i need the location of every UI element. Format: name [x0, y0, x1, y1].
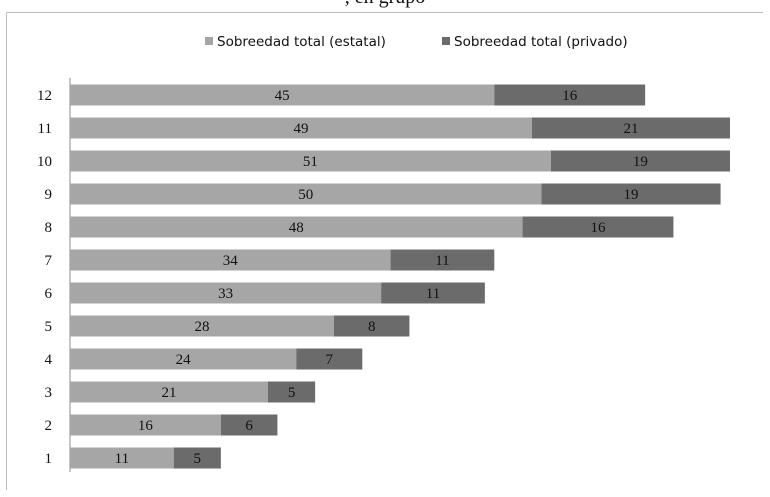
bar-estatal-1: [70, 447, 174, 469]
data-label-estatal-10: 51: [303, 154, 318, 170]
bar-privado-7: [390, 249, 495, 271]
category-label-12: 12: [37, 88, 52, 104]
category-label-4: 4: [45, 352, 53, 368]
category-label-7: 7: [45, 253, 53, 269]
chart-frame: [6, 12, 763, 490]
data-label-privado-4: 7: [326, 352, 334, 368]
legend-label-1: Sobreedad total (estatal): [217, 34, 386, 50]
category-label-9: 9: [45, 187, 53, 203]
category-label-10: 10: [37, 154, 52, 170]
data-label-privado-11: 21: [624, 121, 639, 137]
data-label-estatal-8: 48: [289, 220, 304, 236]
bar-privado-12: [494, 84, 646, 106]
data-label-privado-12: 16: [562, 88, 578, 104]
bar-privado-1: [173, 447, 221, 469]
bar-privado-11: [532, 117, 730, 139]
bar-privado-4: [296, 348, 363, 370]
legend-swatch-1: [205, 37, 213, 45]
category-label-1: 1: [45, 451, 53, 467]
bar-estatal-6: [70, 282, 382, 304]
category-label-5: 5: [45, 319, 53, 335]
bar-privado-6: [381, 282, 485, 304]
bar-privado-9: [541, 183, 721, 205]
header-partial-text: , en grupo: [0, 0, 770, 8]
data-label-estatal-3: 21: [162, 385, 177, 401]
data-label-privado-8: 16: [591, 220, 607, 236]
bar-privado-10: [550, 150, 730, 172]
bar-estatal-2: [70, 414, 221, 436]
data-label-estatal-1: 11: [115, 451, 129, 467]
bar-privado-5: [334, 315, 410, 337]
legend-swatch-2: [442, 37, 450, 45]
category-label-8: 8: [45, 220, 53, 236]
data-label-privado-2: 6: [245, 418, 253, 434]
data-label-estatal-2: 16: [138, 418, 154, 434]
bar-estatal-5: [70, 315, 334, 337]
bar-estatal-4: [70, 348, 297, 370]
bar-estatal-12: [70, 84, 495, 106]
data-label-estatal-11: 49: [294, 121, 309, 137]
data-label-privado-6: 11: [426, 286, 440, 302]
data-label-estatal-6: 33: [218, 286, 233, 302]
bar-privado-2: [220, 414, 278, 436]
data-label-privado-5: 8: [368, 319, 376, 335]
bar-estatal-3: [70, 381, 268, 403]
data-label-estatal-4: 24: [176, 352, 192, 368]
data-label-privado-3: 5: [288, 385, 296, 401]
category-label-2: 2: [45, 418, 53, 434]
data-label-privado-1: 5: [194, 451, 202, 467]
bar-privado-8: [522, 216, 674, 238]
data-label-estatal-9: 50: [298, 187, 313, 203]
bar-estatal-11: [70, 117, 532, 139]
header-strip: , en grupo: [0, 0, 770, 8]
data-label-privado-9: 19: [624, 187, 639, 203]
legend-label-2: Sobreedad total (privado): [454, 34, 628, 50]
data-label-estatal-12: 45: [275, 88, 290, 104]
data-label-privado-10: 19: [633, 154, 648, 170]
bar-estatal-10: [70, 150, 551, 172]
category-label-3: 3: [45, 385, 53, 401]
bar-estatal-9: [70, 183, 542, 205]
data-label-estatal-7: 34: [223, 253, 239, 269]
category-label-6: 6: [45, 286, 53, 302]
category-label-11: 11: [38, 121, 52, 137]
data-label-estatal-5: 28: [195, 319, 210, 335]
bar-estatal-7: [70, 249, 391, 271]
data-label-privado-7: 11: [435, 253, 449, 269]
bar-estatal-8: [70, 216, 523, 238]
bar-privado-3: [268, 381, 316, 403]
